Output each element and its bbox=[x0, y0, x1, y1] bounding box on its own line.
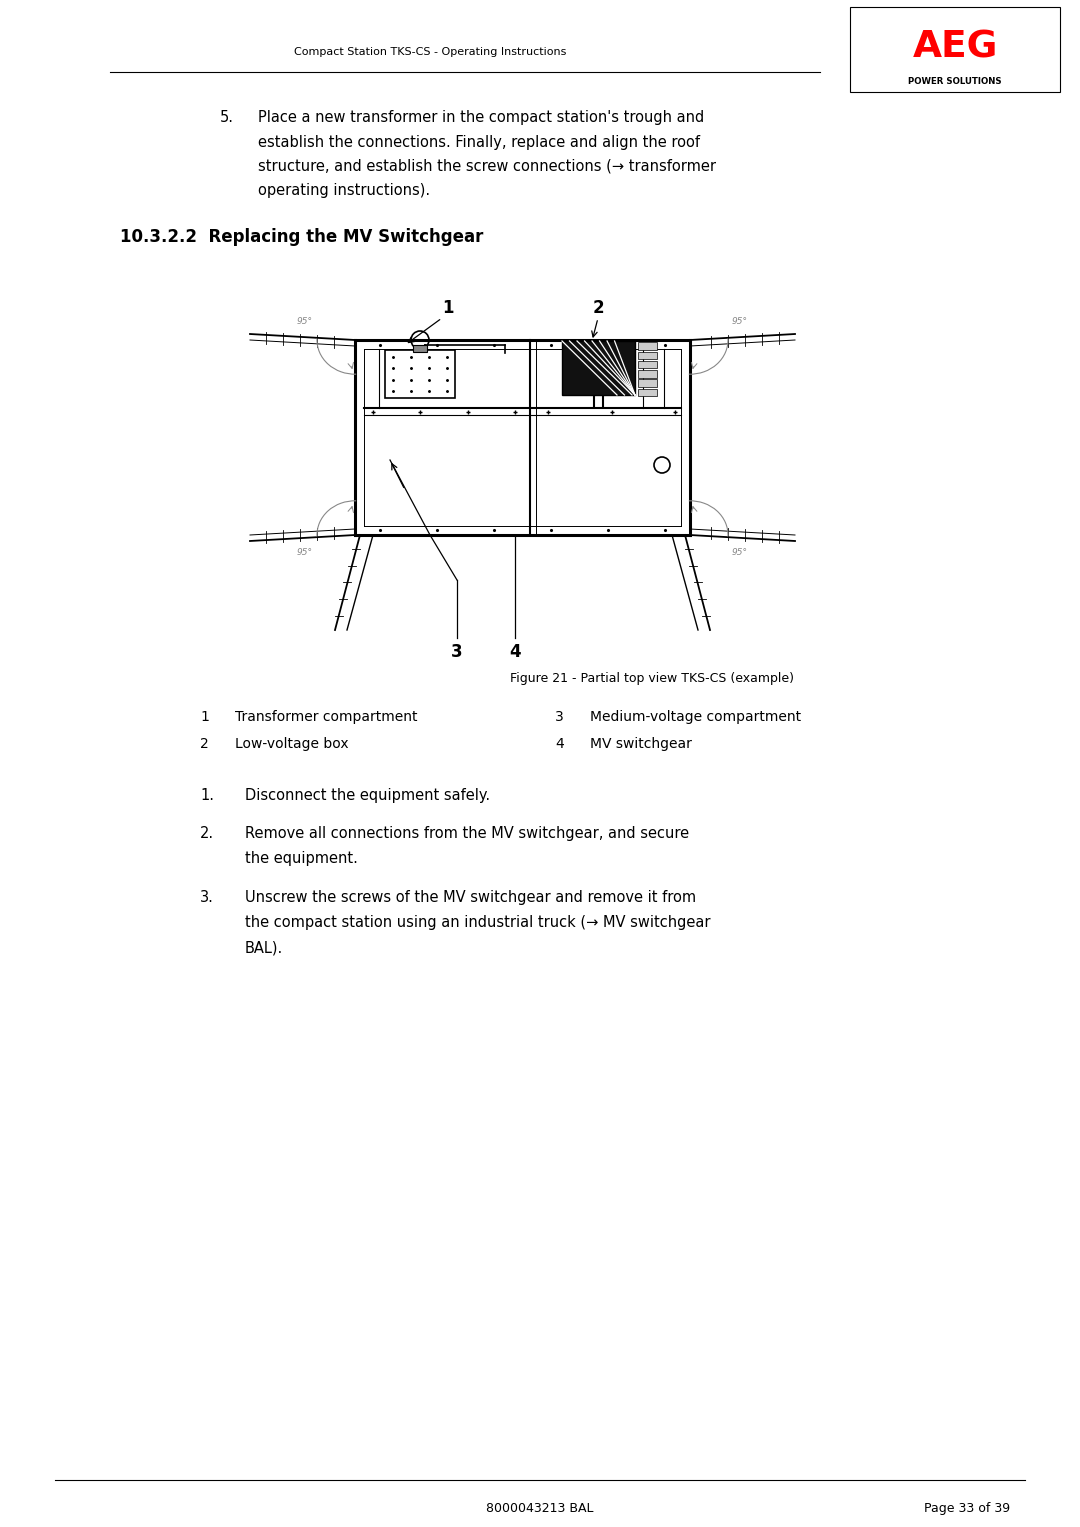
Text: establish the connections. Finally, replace and align the roof: establish the connections. Finally, repl… bbox=[258, 134, 700, 150]
Text: BAL).: BAL). bbox=[245, 941, 283, 956]
Text: Unscrew the screws of the MV switchgear and remove it from: Unscrew the screws of the MV switchgear … bbox=[245, 890, 697, 904]
Text: Compact Station TKS-CS - Operating Instructions: Compact Station TKS-CS - Operating Instr… bbox=[294, 47, 566, 56]
Text: 2: 2 bbox=[592, 299, 604, 318]
Text: 1: 1 bbox=[200, 710, 208, 724]
Text: 10.3.2.2  Replacing the MV Switchgear: 10.3.2.2 Replacing the MV Switchgear bbox=[120, 228, 484, 246]
Text: Disconnect the equipment safely.: Disconnect the equipment safely. bbox=[245, 788, 490, 803]
Text: the equipment.: the equipment. bbox=[245, 852, 357, 866]
Text: 1: 1 bbox=[442, 299, 454, 318]
Bar bbox=[638, 342, 657, 350]
Text: AEG: AEG bbox=[913, 31, 998, 66]
Text: Remove all connections from the MV switchgear, and secure: Remove all connections from the MV switc… bbox=[245, 826, 689, 841]
Text: 4: 4 bbox=[555, 738, 564, 751]
Bar bbox=[413, 345, 427, 353]
Text: 2: 2 bbox=[200, 738, 208, 751]
Bar bbox=[384, 350, 455, 399]
Text: 95°: 95° bbox=[732, 548, 748, 557]
Text: MV switchgear: MV switchgear bbox=[590, 738, 692, 751]
Text: Transformer compartment: Transformer compartment bbox=[235, 710, 418, 724]
Text: operating instructions).: operating instructions). bbox=[258, 183, 430, 199]
Text: Page 33 of 39: Page 33 of 39 bbox=[923, 1503, 1010, 1515]
Text: 3: 3 bbox=[451, 643, 463, 661]
Bar bbox=[638, 370, 657, 377]
Text: 2.: 2. bbox=[200, 826, 214, 841]
Text: 3.: 3. bbox=[200, 890, 214, 904]
Text: 95°: 95° bbox=[297, 318, 313, 327]
Text: Low-voltage box: Low-voltage box bbox=[235, 738, 349, 751]
Text: 1.: 1. bbox=[200, 788, 214, 803]
Text: structure, and establish the screw connections (→ transformer: structure, and establish the screw conne… bbox=[258, 159, 716, 174]
Text: the compact station using an industrial truck (→ MV switchgear: the compact station using an industrial … bbox=[245, 915, 711, 930]
Text: POWER SOLUTIONS: POWER SOLUTIONS bbox=[908, 78, 1002, 87]
Bar bbox=[638, 360, 657, 368]
Bar bbox=[562, 341, 635, 395]
Bar bbox=[638, 351, 657, 359]
Text: 5.: 5. bbox=[220, 110, 234, 125]
Bar bbox=[850, 8, 1059, 92]
Text: Figure 21 - Partial top view TKS-CS (example): Figure 21 - Partial top view TKS-CS (exa… bbox=[510, 672, 794, 686]
Text: 95°: 95° bbox=[732, 318, 748, 327]
Text: Place a new transformer in the compact station's trough and: Place a new transformer in the compact s… bbox=[258, 110, 704, 125]
Bar bbox=[638, 379, 657, 386]
Text: 3: 3 bbox=[555, 710, 564, 724]
Text: 4: 4 bbox=[509, 643, 521, 661]
Bar bbox=[638, 388, 657, 395]
Text: Medium-voltage compartment: Medium-voltage compartment bbox=[590, 710, 801, 724]
Text: 8000043213 BAL: 8000043213 BAL bbox=[486, 1503, 594, 1515]
Text: 95°: 95° bbox=[297, 548, 313, 557]
